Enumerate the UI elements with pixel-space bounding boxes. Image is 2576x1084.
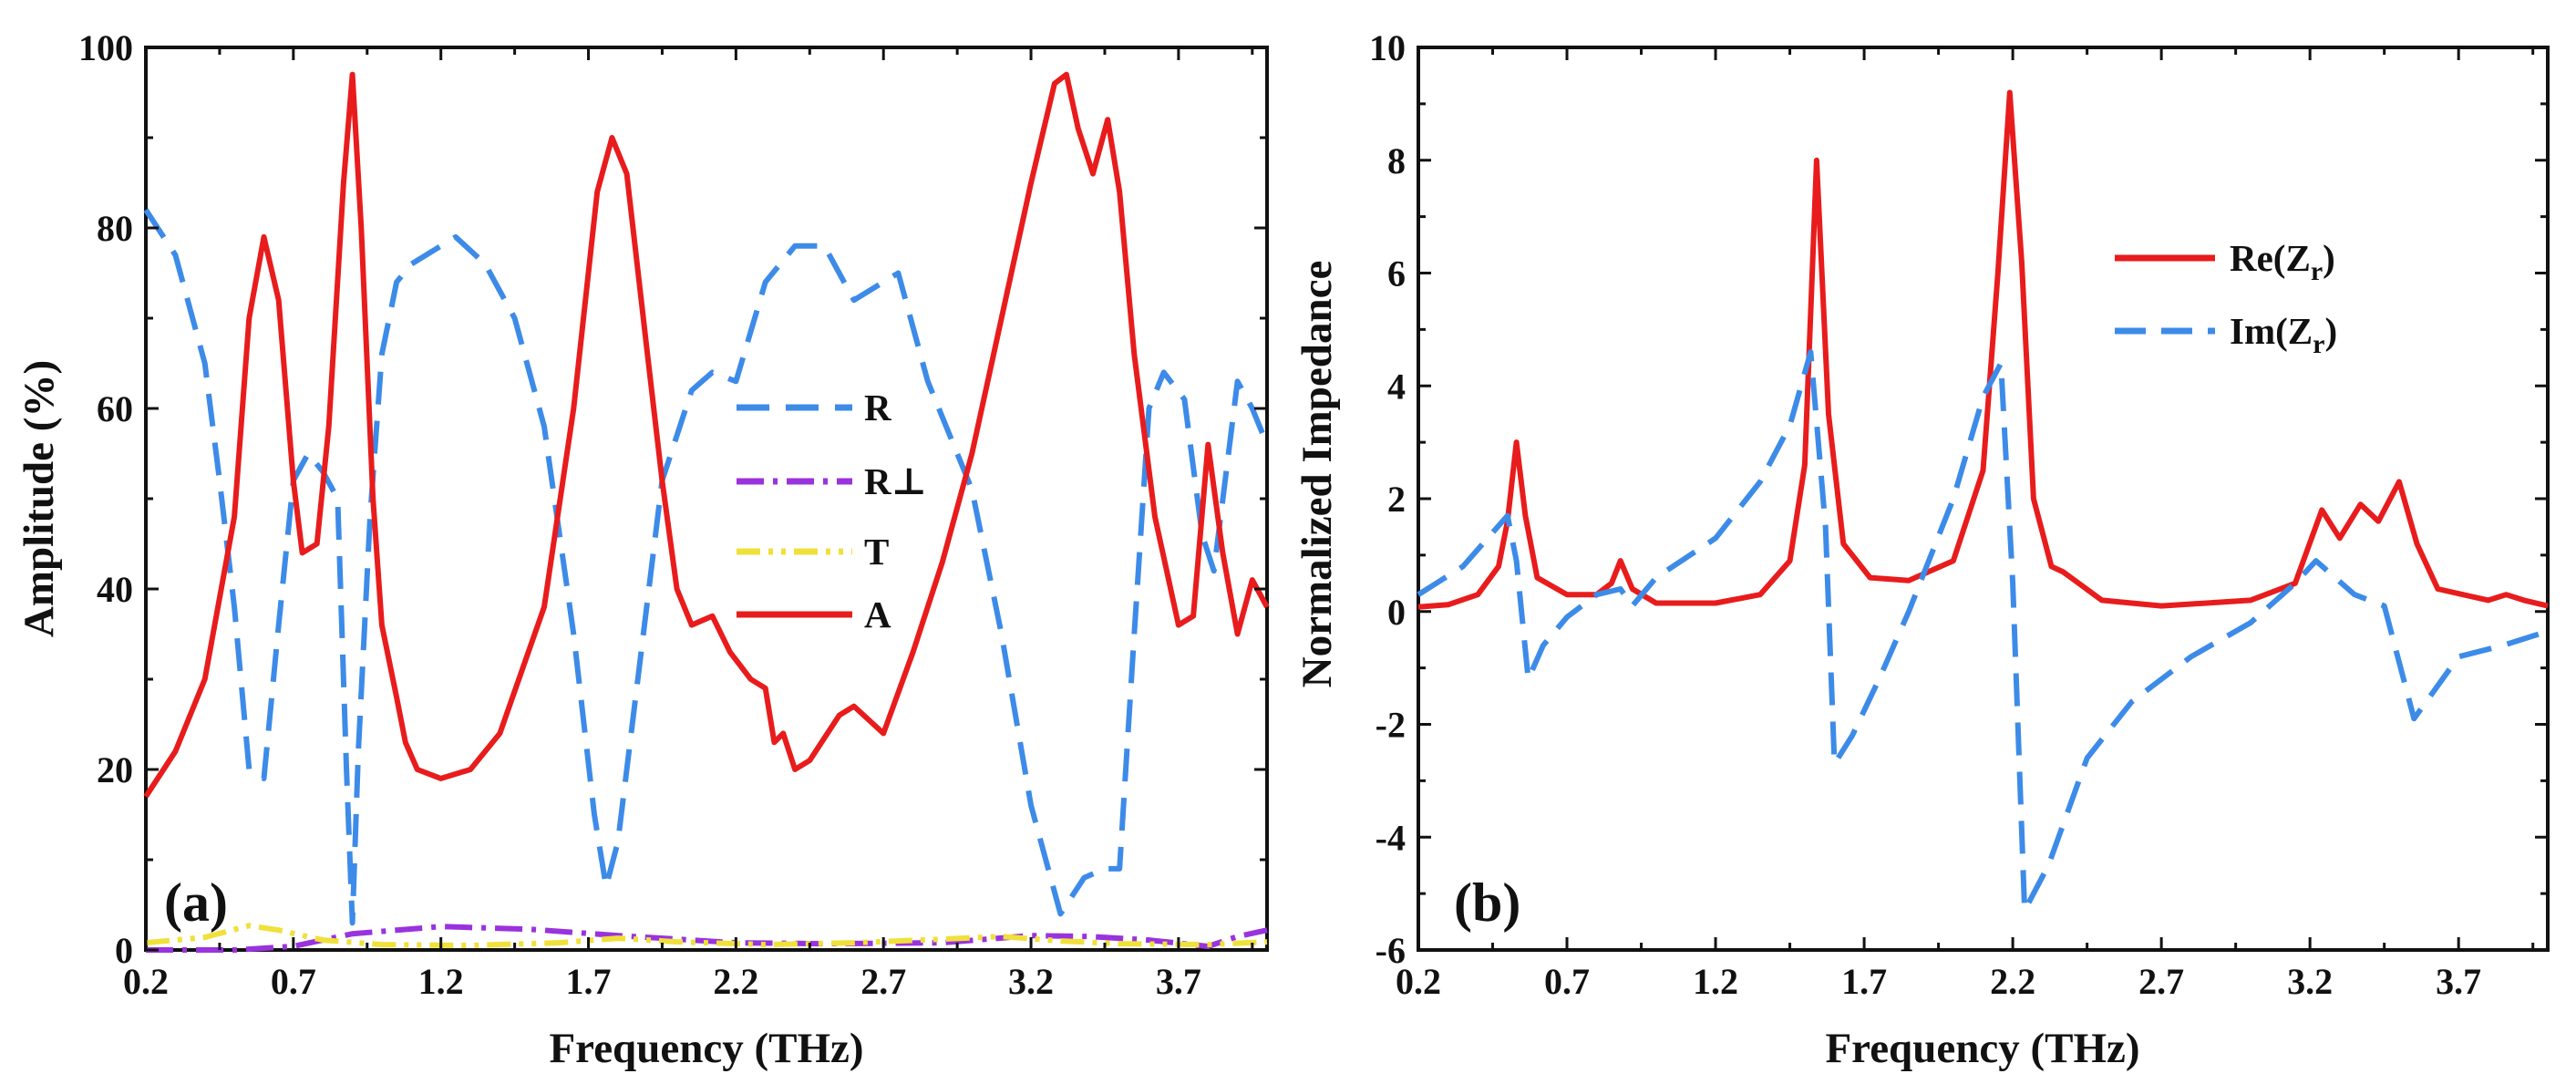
y-axis-title-b: Normalized Impedance bbox=[1293, 261, 1341, 688]
legend-label-re-name: Re(Z bbox=[2230, 237, 2311, 279]
legend-label-re-sub: r bbox=[2311, 256, 2323, 286]
x-axis-title-a: Frequency (THz) bbox=[549, 1025, 863, 1072]
chart-panel-b: 0.2 0.7 1.2 1.7 2.2 2.7 3.2 3.7 -6 -4 -2 0 2 4 6 8 10 (b… bbox=[1293, 27, 2550, 1072]
legend-label-re-suffix: ) bbox=[2323, 237, 2335, 279]
legend-label-a: A bbox=[864, 594, 891, 635]
legend-entry-im: Im(Zr) bbox=[2115, 310, 2337, 359]
panel-label-b: (b) bbox=[1454, 872, 1520, 933]
legend-entry-re: Re(Zr) bbox=[2115, 237, 2335, 286]
x-axis-title-b: Frequency (THz) bbox=[1825, 1025, 2139, 1072]
y-tick-label-a-0: 0 bbox=[115, 930, 133, 971]
y-tick-label-b-6: 6 bbox=[1387, 253, 1406, 294]
x-tick-label-a-7: 3.7 bbox=[1156, 961, 1201, 1002]
legend-entry-r-perp: R⊥ bbox=[737, 460, 927, 502]
x-tick-label-a-5: 2.7 bbox=[860, 961, 906, 1002]
x-tick-label-b-4: 2.2 bbox=[1990, 961, 2035, 1002]
legend-label-r-perp: R⊥ bbox=[864, 460, 927, 502]
y-tick-label-a-4: 80 bbox=[97, 208, 133, 249]
legend-a: R R⊥ T A bbox=[737, 387, 927, 635]
legend-label-im-name: Im(Z bbox=[2230, 310, 2313, 352]
x-tick-label-a-1: 0.7 bbox=[271, 961, 316, 1002]
series-line-b-0 bbox=[1417, 89, 2549, 610]
x-tick-label-b-1: 0.7 bbox=[1544, 961, 1590, 1002]
x-tick-label-a-4: 2.2 bbox=[713, 961, 758, 1002]
legend-label-im: Im(Zr) bbox=[2230, 310, 2337, 359]
y-tick-label-a-3: 60 bbox=[97, 388, 133, 429]
legend-label-re: Re(Zr) bbox=[2230, 237, 2335, 286]
y-tick-label-a-5: 100 bbox=[78, 27, 133, 68]
y-tick-label-b-4: 2 bbox=[1387, 479, 1406, 520]
legend-entry-r: R bbox=[737, 387, 891, 428]
y-tick-label-a-2: 40 bbox=[97, 569, 133, 610]
x-tick-label-b-7: 3.7 bbox=[2436, 961, 2481, 1002]
chart-panel-a: 0.2 0.7 1.2 1.7 2.2 2.7 3.2 3.7 0 20 40 60 80 100 (a)… bbox=[15, 27, 1270, 1072]
x-tick-label-b-0: 0.2 bbox=[1396, 961, 1441, 1002]
series-line-a-3 bbox=[143, 71, 1270, 799]
legend-entry-a: A bbox=[737, 594, 891, 635]
y-tick-label-a-1: 20 bbox=[97, 749, 133, 790]
y-axis-title-a: Amplitude (%) bbox=[15, 360, 63, 637]
y-tick-label-b-1: -4 bbox=[1376, 817, 1406, 858]
x-tick-label-b-3: 1.7 bbox=[1841, 961, 1887, 1002]
legend-label-im-sub: r bbox=[2313, 329, 2324, 359]
y-tick-label-b-0: -6 bbox=[1376, 930, 1406, 971]
x-tick-label-a-0: 0.2 bbox=[123, 961, 169, 1002]
series-line-b-1 bbox=[1417, 349, 2549, 914]
legend-label-t: T bbox=[864, 531, 889, 573]
legend-b: Re(Zr) Im(Zr) bbox=[2115, 237, 2337, 359]
y-tick-label-b-3: 0 bbox=[1387, 592, 1406, 633]
x-tick-label-a-6: 3.2 bbox=[1008, 961, 1054, 1002]
x-tick-label-a-3: 1.7 bbox=[566, 961, 612, 1002]
y-tick-label-b-7: 8 bbox=[1387, 140, 1406, 181]
panel-label-a: (a) bbox=[164, 872, 228, 933]
series-line-a-2 bbox=[145, 923, 1268, 948]
legend-label-im-suffix: ) bbox=[2324, 310, 2337, 352]
legend-entry-t: T bbox=[737, 531, 889, 573]
x-tick-label-b-5: 2.7 bbox=[2138, 961, 2184, 1002]
series-line-a-0 bbox=[143, 208, 1270, 926]
y-tick-label-b-2: -2 bbox=[1376, 705, 1406, 746]
legend-label-r: R bbox=[864, 387, 891, 428]
x-tick-label-a-2: 1.2 bbox=[418, 961, 464, 1002]
x-tick-label-b-2: 1.2 bbox=[1693, 961, 1738, 1002]
y-tick-label-b-5: 4 bbox=[1387, 366, 1406, 407]
x-tick-label-b-6: 3.2 bbox=[2287, 961, 2333, 1002]
y-tick-label-b-8: 10 bbox=[1369, 27, 1406, 68]
